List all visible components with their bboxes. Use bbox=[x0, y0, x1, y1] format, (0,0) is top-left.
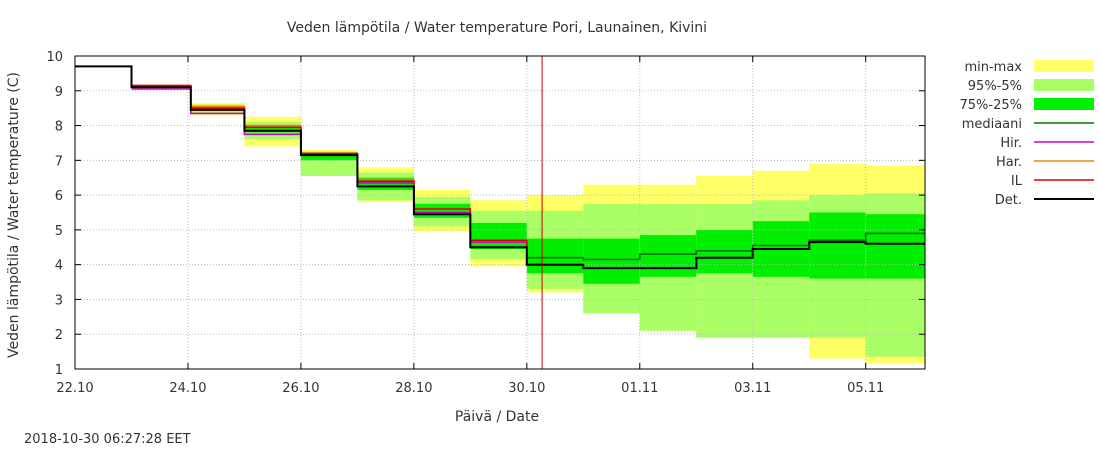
x-tick-label-03.11: 03.11 bbox=[734, 381, 771, 396]
band-p75_25-9 bbox=[696, 229, 753, 274]
x-tick-label-28.10: 28.10 bbox=[395, 381, 432, 396]
legend-label-det: Det. bbox=[995, 193, 1022, 208]
y-tick-label-4: 4 bbox=[55, 259, 63, 274]
legend-swatch-p95_5 bbox=[1034, 79, 1094, 91]
timestamp: 2018-10-30 06:27:28 EET bbox=[24, 432, 191, 447]
band-p75_25-2 bbox=[300, 153, 358, 161]
legend-label-hir: Hir. bbox=[1000, 136, 1022, 151]
x-tick-label-05.11: 05.11 bbox=[847, 381, 884, 396]
y-tick-label-3: 3 bbox=[55, 293, 63, 308]
band-p75_25-12 bbox=[865, 214, 925, 279]
band-p75_25-7 bbox=[583, 238, 640, 284]
y-tick-label-7: 7 bbox=[55, 154, 63, 169]
y-tick-label-6: 6 bbox=[55, 189, 63, 204]
x-tick-label-01.11: 01.11 bbox=[621, 381, 658, 396]
band-p75_25-4 bbox=[413, 203, 471, 218]
tick-labels: 1 2 3 4 5 6 7 8 9 10 22.10 24.10 26.10 28.10 30.10 01.1… bbox=[46, 50, 884, 396]
y-axis-label: Veden lämpötila / Water temperature (C) bbox=[6, 72, 22, 358]
y-tick-label-5: 5 bbox=[55, 224, 63, 239]
x-tick-label-24.10: 24.10 bbox=[169, 381, 206, 396]
series-det-line bbox=[75, 65, 925, 270]
y-tick-label-8: 8 bbox=[55, 120, 63, 135]
series-median-line bbox=[526, 232, 925, 261]
x-axis-label: Päivä / Date bbox=[455, 409, 539, 425]
band-p75_25-1 bbox=[244, 125, 301, 133]
legend-label-minmax: min-max bbox=[964, 60, 1022, 75]
legend-swatch-p75_25 bbox=[1034, 98, 1094, 110]
y-tick-label-1: 1 bbox=[55, 363, 63, 378]
y-tick-label-10: 10 bbox=[46, 50, 63, 65]
y-tick-label-9: 9 bbox=[55, 85, 63, 100]
legend-swatch-minmax bbox=[1034, 60, 1094, 72]
band-p75_25-8 bbox=[639, 235, 697, 277]
band-p75_25-5 bbox=[470, 222, 527, 250]
band-p75_25-11 bbox=[809, 212, 866, 279]
grid-layer bbox=[75, 56, 925, 369]
x-tick-label-30.10: 30.10 bbox=[508, 381, 545, 396]
x-tick-label-22.10: 22.10 bbox=[56, 381, 93, 396]
plot-frame bbox=[74, 55, 926, 370]
y-tick-label-2: 2 bbox=[55, 328, 63, 343]
band-p75_25-6 bbox=[526, 238, 584, 274]
legend-label-har: Har. bbox=[996, 155, 1022, 170]
lines-layer bbox=[75, 56, 925, 369]
plot-border bbox=[74, 55, 926, 370]
legend: min-max 95%-5% 75%-25% mediaani Hir. Har. IL De… bbox=[960, 60, 1094, 208]
legend-label-median: mediaani bbox=[962, 117, 1022, 132]
x-tick-label-26.10: 26.10 bbox=[282, 381, 319, 396]
legend-label-p95_5: 95%-5% bbox=[968, 79, 1022, 94]
chart-title: Veden lämpötila / Water temperature Pori… bbox=[287, 20, 707, 36]
legend-label-il: IL bbox=[1011, 174, 1023, 189]
legend-label-p75_25: 75%-25% bbox=[960, 98, 1022, 113]
